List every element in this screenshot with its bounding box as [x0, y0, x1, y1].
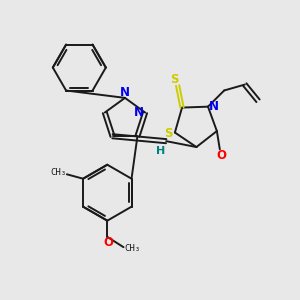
Text: N: N: [209, 100, 219, 113]
Text: CH₃: CH₃: [51, 168, 67, 177]
Text: O: O: [103, 236, 113, 249]
Text: H: H: [156, 146, 166, 156]
Text: N: N: [134, 106, 144, 119]
Text: O: O: [217, 149, 227, 162]
Text: S: S: [170, 73, 179, 85]
Text: N: N: [120, 86, 130, 99]
Text: S: S: [164, 128, 173, 140]
Text: CH₃: CH₃: [124, 244, 140, 253]
